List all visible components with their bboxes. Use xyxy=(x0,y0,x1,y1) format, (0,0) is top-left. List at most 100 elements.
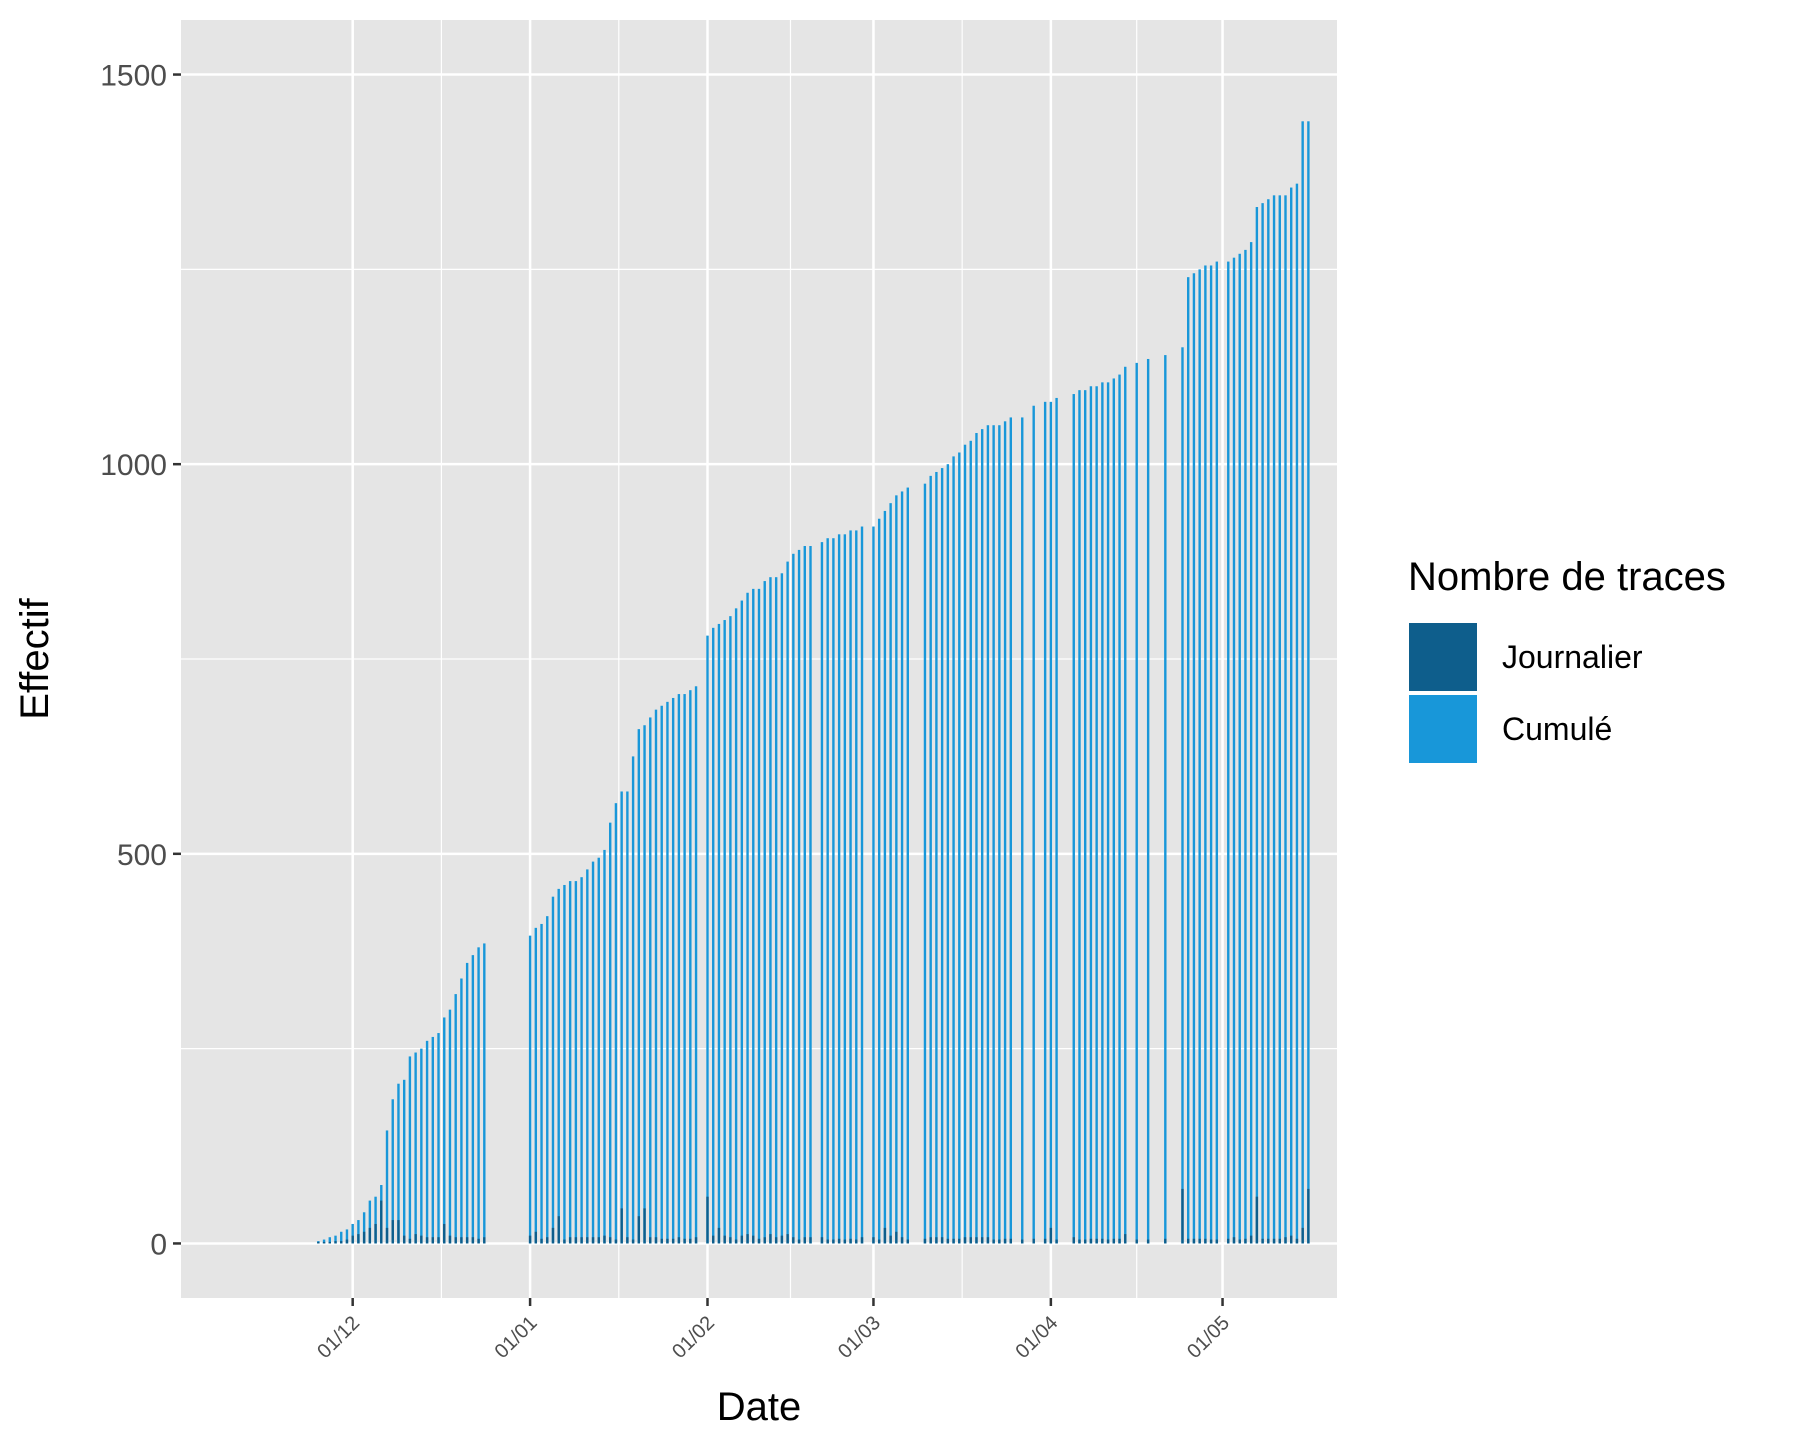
bar-cumule xyxy=(666,701,669,1244)
bar-journalier xyxy=(689,1238,692,1244)
bar-cumule xyxy=(1295,183,1299,1244)
bar-cumule xyxy=(368,1200,372,1244)
bar-journalier xyxy=(540,1238,543,1244)
bar-journalier xyxy=(1192,1238,1196,1244)
bar-cumule xyxy=(780,573,784,1244)
bar-cumule xyxy=(746,592,749,1244)
bar-cumule xyxy=(712,627,715,1244)
bar-cumule xyxy=(402,1079,406,1244)
bar-cumule xyxy=(1227,261,1230,1244)
bar-journalier xyxy=(1261,1238,1264,1244)
x-tick-label: 01/03 xyxy=(834,1312,885,1363)
bar-journalier xyxy=(563,1239,566,1244)
bar-journalier xyxy=(660,1238,663,1244)
bar-journalier xyxy=(568,1237,572,1244)
bar-journalier xyxy=(946,1238,950,1244)
bar-journalier xyxy=(1249,1235,1253,1244)
bar-cumule xyxy=(414,1052,417,1244)
bar-cumule xyxy=(1198,269,1201,1244)
bar-cumule xyxy=(855,530,858,1244)
bar-cumule xyxy=(654,709,658,1244)
bar-journalier xyxy=(872,1237,875,1244)
bar-journalier xyxy=(1238,1239,1241,1244)
bar-journalier xyxy=(958,1238,961,1244)
bar-cumule xyxy=(620,791,623,1244)
bar-journalier xyxy=(1204,1238,1207,1244)
bar-cumule xyxy=(826,538,829,1244)
bar-journalier xyxy=(528,1235,532,1244)
bar-cumule xyxy=(328,1237,331,1244)
bar-journalier xyxy=(923,1238,927,1244)
bar-journalier xyxy=(431,1237,435,1244)
bar-cumule xyxy=(895,495,898,1244)
bar-journalier xyxy=(626,1237,629,1244)
legend-swatch-journalier xyxy=(1407,621,1479,693)
bar-cumule xyxy=(551,896,555,1244)
bar-cumule xyxy=(1187,277,1190,1244)
bar-cumule xyxy=(1307,121,1310,1244)
bar-journalier xyxy=(849,1238,852,1244)
bar-journalier xyxy=(1009,1238,1013,1244)
bar-journalier xyxy=(402,1235,406,1244)
bar-journalier xyxy=(1078,1239,1081,1244)
bar-journalier xyxy=(534,1231,538,1244)
bar-cumule xyxy=(1072,394,1075,1244)
bar-journalier xyxy=(483,1237,486,1244)
bar-cumule xyxy=(975,433,978,1244)
bar-cumule xyxy=(958,452,961,1244)
x-tick-label: 01/05 xyxy=(1183,1312,1234,1363)
bar-cumule xyxy=(1049,401,1053,1244)
bar-journalier xyxy=(820,1237,824,1244)
bar-cumule xyxy=(362,1212,366,1244)
bar-journalier xyxy=(992,1239,995,1244)
bar-journalier xyxy=(631,1239,635,1244)
bar-cumule xyxy=(626,791,629,1244)
x-tick-label: 01/04 xyxy=(1011,1312,1062,1363)
bar-journalier xyxy=(591,1237,595,1244)
bar-cumule xyxy=(528,935,532,1244)
bar-journalier xyxy=(780,1235,784,1244)
bar-cumule xyxy=(465,962,469,1244)
bar-journalier xyxy=(1112,1238,1116,1244)
bar-cumule xyxy=(729,616,732,1244)
bar-cumule xyxy=(980,429,984,1244)
bar-cumule xyxy=(660,705,663,1244)
bar-journalier xyxy=(1295,1238,1299,1244)
bar-journalier xyxy=(1307,1188,1310,1244)
bar-journalier xyxy=(1003,1238,1007,1244)
bar-journalier xyxy=(935,1237,938,1244)
bar-cumule xyxy=(574,881,578,1244)
bar-journalier xyxy=(380,1200,383,1244)
bar-journalier xyxy=(883,1227,887,1244)
bar-journalier xyxy=(797,1239,801,1244)
bar-cumule xyxy=(832,538,835,1244)
bar-journalier xyxy=(683,1238,686,1244)
bar-cumule xyxy=(425,1040,429,1244)
bar-journalier xyxy=(477,1238,480,1244)
bar-journalier xyxy=(1181,1188,1184,1244)
bar-cumule xyxy=(786,561,789,1244)
bar-journalier xyxy=(460,1237,463,1244)
bar-cumule xyxy=(906,487,909,1244)
x-tick-label: 01/02 xyxy=(668,1312,719,1363)
bar-journalier xyxy=(986,1237,990,1244)
legend-label-cumule: Cumulé xyxy=(1502,711,1612,747)
bar-journalier xyxy=(832,1239,835,1244)
bar-cumule xyxy=(1078,390,1081,1244)
bar-journalier xyxy=(334,1241,337,1244)
bar-cumule xyxy=(969,440,972,1244)
bar-cumule xyxy=(408,1056,412,1244)
bar-journalier xyxy=(1072,1237,1075,1244)
bar-journalier xyxy=(345,1239,349,1244)
bar-journalier xyxy=(551,1227,555,1244)
bar-cumule xyxy=(1106,382,1110,1244)
bar-cumule xyxy=(860,526,864,1244)
bar-cumule xyxy=(1284,195,1287,1244)
bar-cumule xyxy=(740,600,744,1244)
bar-journalier xyxy=(654,1237,658,1244)
bar-cumule xyxy=(374,1196,377,1244)
y-tick-label: 500 xyxy=(117,839,167,872)
bar-cumule xyxy=(345,1229,349,1244)
bar-cumule xyxy=(1192,273,1196,1244)
bar-cumule xyxy=(431,1036,435,1244)
